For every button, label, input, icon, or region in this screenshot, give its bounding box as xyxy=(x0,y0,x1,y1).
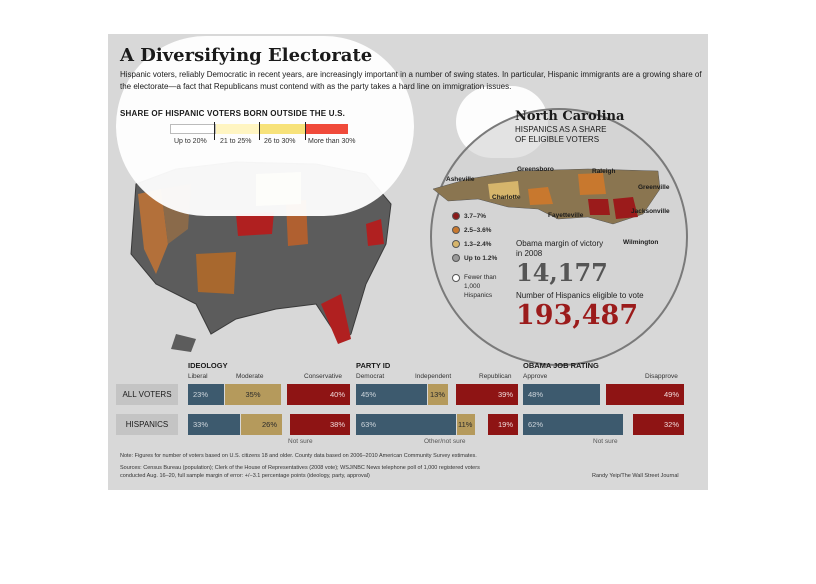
not-sure-label: Not sure xyxy=(288,438,313,445)
legend-divider xyxy=(259,122,260,140)
bar-segment: 32% xyxy=(633,414,684,435)
not-sure-label: Not sure xyxy=(593,438,618,445)
bar-segment: 33% xyxy=(188,414,240,435)
city-label: Greenville xyxy=(638,184,670,191)
footnote-sources: Sources: Census Bureau (population); Cle… xyxy=(120,465,480,471)
city-label: Raleigh xyxy=(592,168,616,175)
nc-legend-label: Fewer than 1,000 Hispanics xyxy=(464,274,497,299)
legend-swatch-3 xyxy=(260,124,306,134)
legend-label-1: Up to 20% xyxy=(174,138,207,145)
footnote-note: Note: Figures for number of voters based… xyxy=(120,453,477,459)
bar-segment: 62% xyxy=(523,414,623,435)
nc-legend-label: Up to 1.2% xyxy=(464,255,498,262)
nc-eligible-label: Number of Hispanics eligible to vote xyxy=(516,291,644,300)
nc-legend-swatch xyxy=(452,212,460,220)
bar-segment: 26% xyxy=(241,414,282,435)
nc-legend-swatch xyxy=(452,254,460,262)
nc-inset-circle xyxy=(430,108,688,366)
bar-segment: 45% xyxy=(356,384,427,405)
bar-segment: 35% xyxy=(225,384,281,405)
bar-segment: 19% xyxy=(488,414,518,435)
legend-label-2: 21 to 25% xyxy=(220,138,252,145)
legend-divider xyxy=(214,122,215,140)
nc-margin-label: Obama margin of victory in 2008 xyxy=(516,239,604,258)
nc-legend-swatch xyxy=(452,274,460,282)
nc-map xyxy=(432,168,661,225)
city-label: Jacksonville xyxy=(631,208,670,215)
bar-segment: 48% xyxy=(523,384,600,405)
credit: Randy Yeip/The Wall Street Journal xyxy=(592,473,679,479)
nc-legend-swatch xyxy=(452,240,460,248)
nc-legend-label: 3.7–7% xyxy=(464,213,487,220)
legend-swatch-4 xyxy=(306,124,348,134)
legend-swatch-1 xyxy=(170,124,216,134)
bar-segment: 38% xyxy=(290,414,350,435)
subtitle: Hispanic voters, reliably Democratic in … xyxy=(120,70,702,91)
other-not-sure-label: Other/not sure xyxy=(424,438,466,445)
bar-segment: 11% xyxy=(457,414,475,435)
bar-segment: 39% xyxy=(456,384,518,405)
nc-legend-label: 2.5–3.6% xyxy=(464,227,492,234)
col-democrat: Democrat xyxy=(356,373,385,380)
map-legend-title: SHARE OF HISPANIC VOTERS BORN OUTSIDE TH… xyxy=(120,109,346,118)
section-job-rating: OBAMA JOB RATING xyxy=(523,361,599,370)
legend-label-3: 26 to 30% xyxy=(264,138,296,145)
legend-swatch-2 xyxy=(216,124,260,134)
row-label-all-voters: ALL VOTERS xyxy=(116,384,178,405)
col-liberal: Liberal xyxy=(188,373,208,380)
infographic-panel: A Diversifying Electorate Hispanic voter… xyxy=(108,34,708,490)
bar-segment: 63% xyxy=(356,414,456,435)
city-label: Charlotte xyxy=(492,194,521,201)
col-moderate: Moderate xyxy=(236,373,264,380)
nc-title: North Carolina xyxy=(515,109,625,124)
nc-subtitle: HISPANICS AS A SHARE OF ELIGIBLE VOTERS xyxy=(515,125,607,144)
nc-legend-swatch xyxy=(452,226,460,234)
col-conservative: Conservative xyxy=(304,373,342,380)
col-independent: Independent xyxy=(415,373,452,380)
legend-divider xyxy=(305,122,306,140)
bar-segment: 23% xyxy=(188,384,224,405)
section-party-id: PARTY ID xyxy=(356,361,391,370)
bar-segment: 40% xyxy=(287,384,350,405)
city-label: Asheville xyxy=(446,176,475,183)
col-approve: Approve xyxy=(523,373,548,380)
nc-eligible-value: 193,487 xyxy=(516,300,639,331)
city-label: Fayetteville xyxy=(548,212,584,219)
col-republican: Republican xyxy=(479,373,512,380)
nc-legend-label: 1.3–2.4% xyxy=(464,241,492,248)
bar-segment: 13% xyxy=(428,384,448,405)
section-ideology: IDEOLOGY xyxy=(188,361,228,370)
col-disapprove: Disapprove xyxy=(645,373,678,380)
bar-segment: 49% xyxy=(606,384,684,405)
footnote-sources-cont: conducted Aug. 16–20, full sample margin… xyxy=(120,473,370,479)
city-label: Greensboro xyxy=(517,166,554,173)
row-label-hispanics: HISPANICS xyxy=(116,414,178,435)
page-title: A Diversifying Electorate xyxy=(120,45,373,66)
city-label: Wilmington xyxy=(623,239,659,246)
legend-label-4: More than 30% xyxy=(308,138,356,145)
nc-margin-value: 14,177 xyxy=(516,258,608,287)
